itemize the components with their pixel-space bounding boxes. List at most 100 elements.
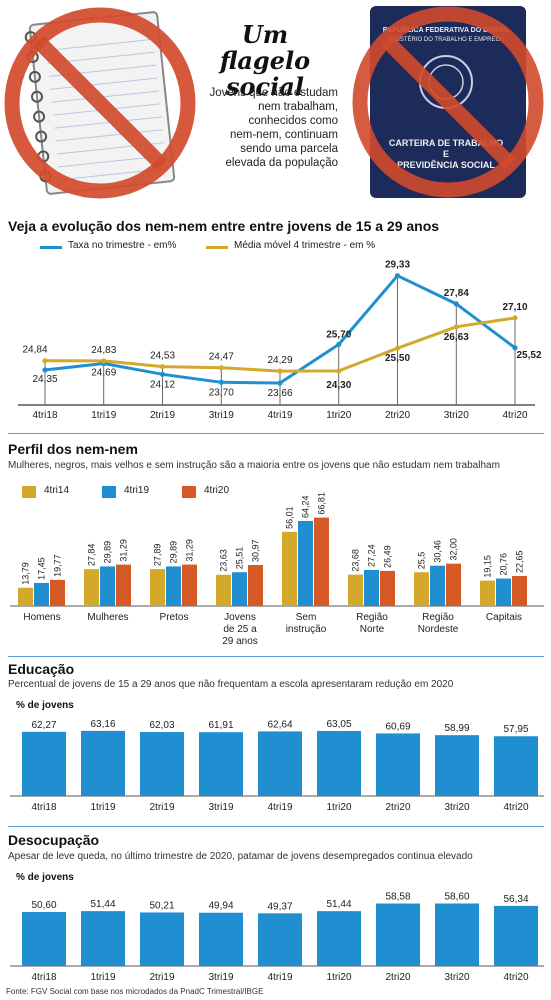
data-point <box>336 341 342 348</box>
bar-value-label: 58,99 <box>444 723 469 734</box>
chart-evolucao: 4tri18 1tri19 2tri19 3tri19 4tri19 1tri20 2tri… <box>18 260 542 421</box>
bar-4tri14 <box>348 574 363 606</box>
description-line: sendo uma parcela <box>240 143 338 155</box>
bar-4tri20 <box>50 579 65 606</box>
bar-4tri14 <box>480 580 495 606</box>
bar-value-label: 63,16 <box>90 719 115 730</box>
legend-label-4tri19: 4tri19 <box>124 485 150 496</box>
chart-desocupacao: 50,60 4tri18 51,44 1tri19 50,21 2tri19 49,94 3t… <box>10 891 544 983</box>
chart-perfil-subtitle: Mulheres, negros, mais velhos e sem inst… <box>8 460 500 471</box>
data-point <box>277 368 283 374</box>
header: Um flagelo social Jovens que não estudam… <box>0 0 551 210</box>
chart-educacao-title: Educação <box>8 661 75 677</box>
x-tick-label: 4tri19 <box>267 972 292 983</box>
data-point <box>218 365 224 371</box>
booklet-line-2: MINISTÉRIO DO TRABALHO E EMPREGO <box>387 36 505 43</box>
bar <box>22 731 66 796</box>
description-line: elevada da população <box>225 157 338 169</box>
booklet-title-3: PREVIDÊNCIA SOCIAL <box>397 159 495 170</box>
data-point <box>42 358 48 364</box>
bar-4tri20 <box>314 517 329 606</box>
bar-4tri20 <box>512 576 527 606</box>
bar-4tri19 <box>232 572 247 606</box>
x-tick-label: 4tri19 <box>267 410 292 421</box>
x-tick-label: 2tri20 <box>385 972 410 983</box>
x-tick-label: 2tri20 <box>385 410 410 421</box>
x-tick-label: 3tri19 <box>208 972 233 983</box>
bar-value-label: 30,46 <box>432 540 442 563</box>
bar <box>140 732 184 796</box>
bar-value-label: 57,95 <box>503 724 528 735</box>
bar <box>22 912 66 966</box>
description-line: nem trabalham, <box>258 101 338 113</box>
bar <box>81 911 125 966</box>
bar-4tri19 <box>496 578 511 606</box>
data-point <box>453 301 459 307</box>
bar-value-label: 23,68 <box>350 549 360 572</box>
legend-swatch-4tri20 <box>182 486 196 498</box>
divider <box>8 433 544 434</box>
bar-4tri20 <box>182 564 197 606</box>
x-tick-label: 4tri20 <box>503 972 528 983</box>
bar-value-label: 29,89 <box>168 541 178 564</box>
bar <box>258 913 302 966</box>
ban-icon <box>4 7 196 199</box>
data-label: 23,66 <box>267 388 292 399</box>
bar <box>199 732 243 796</box>
bar-value-label: 31,29 <box>118 539 128 562</box>
booklet-title-1: CARTEIRA DE TRABALHO <box>389 138 503 148</box>
chart-educacao: 62,27 4tri18 63,16 1tri19 62,03 2tri19 61,91 3t… <box>10 719 544 813</box>
bar-value-label: 63,05 <box>326 719 351 730</box>
ban-icon <box>352 6 544 198</box>
category-label: Pretos <box>160 612 189 623</box>
x-tick-label: 4tri20 <box>503 802 528 813</box>
bar-value-label: 61,91 <box>208 720 233 731</box>
bar-4tri14 <box>84 569 99 606</box>
chart-perfil: 13,79 17,45 19,77 Homens 27,84 29,89 31,29 Mulh… <box>10 492 544 647</box>
bar-value-label: 50,60 <box>31 900 56 911</box>
chart-perfil-legend: 4tri14 4tri19 4tri20 <box>22 485 322 499</box>
data-label: 24,29 <box>267 355 292 366</box>
bar-value-label: 26,49 <box>382 545 392 568</box>
category-label: Homens <box>23 612 60 623</box>
bar-value-label: 62,03 <box>149 720 174 731</box>
bar-4tri19 <box>100 566 115 606</box>
category-label: Região <box>356 612 388 623</box>
bar-4tri14 <box>18 587 33 606</box>
x-tick-label: 3tri20 <box>444 972 469 983</box>
data-point <box>336 368 342 374</box>
bar-4tri19 <box>34 582 49 606</box>
x-tick-label: 2tri19 <box>149 802 174 813</box>
legend-label-taxa: Taxa no trimestre - em% <box>68 240 177 251</box>
x-tick-label: 4tri19 <box>267 802 292 813</box>
x-tick-label: 1tri19 <box>91 410 116 421</box>
x-tick-label: 1tri20 <box>326 802 351 813</box>
bar <box>258 731 302 796</box>
data-label: 24,12 <box>150 379 175 390</box>
data-label: 27,10 <box>502 302 527 313</box>
data-label: 25,52 <box>516 350 541 361</box>
bar <box>199 912 243 966</box>
chart-desocupacao-title: Desocupação <box>8 832 100 848</box>
x-tick-label: 1tri20 <box>326 410 351 421</box>
data-point <box>159 363 166 370</box>
data-label: 24,35 <box>32 374 57 385</box>
x-tick-label: 4tri18 <box>31 802 56 813</box>
data-label: 24,69 <box>91 368 116 379</box>
x-tick-label: 2tri20 <box>385 802 410 813</box>
bar-value-label: 50,21 <box>149 900 174 911</box>
bar-value-label: 58,58 <box>385 892 410 903</box>
chart-educacao-subtitle: Percentual de jovens de 15 a 29 anos que… <box>8 679 454 690</box>
data-point <box>277 380 283 386</box>
chart-perfil-title: Perfil dos nem-nem <box>8 441 138 457</box>
bar-value-label: 51,44 <box>326 899 351 910</box>
legend-swatch-taxa <box>40 246 62 249</box>
category-label: Jovens <box>224 612 256 623</box>
data-point <box>394 345 401 351</box>
data-point <box>512 345 518 351</box>
bar-value-label: 30,97 <box>250 539 260 562</box>
legend-label-media: Média móvel 4 trimestre - em % <box>234 240 376 251</box>
bar-value-label: 49,37 <box>267 901 292 912</box>
legend-label-4tri14: 4tri14 <box>44 485 70 496</box>
header-title: Um flagelo social <box>200 22 330 100</box>
